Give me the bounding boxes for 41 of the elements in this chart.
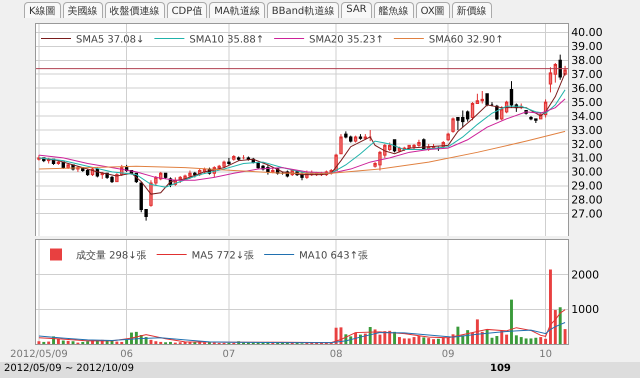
x-tick-label: 07 bbox=[222, 349, 236, 360]
y-tick-label: 27.00 bbox=[571, 208, 603, 221]
text: 美國線 bbox=[62, 2, 103, 18]
y-tick-label: 38.00 bbox=[571, 54, 603, 68]
y-tick-label: 28.00 bbox=[571, 194, 603, 207]
text: 收盤價連線 bbox=[104, 2, 165, 18]
y-tick-label: 2000 bbox=[571, 268, 600, 282]
text: BBand軌道線 bbox=[266, 2, 340, 18]
y-tick-label: 40.00 bbox=[571, 26, 603, 40]
x-tick-label: 10 bbox=[539, 349, 552, 360]
y-tick-label: 31.00 bbox=[571, 152, 603, 165]
text: 艦魚線 bbox=[374, 2, 414, 18]
legend-label: 成交量 298↓張 bbox=[76, 249, 147, 262]
y-tick-label: 39.00 bbox=[571, 40, 603, 54]
legend-label: MA10 643↑張 bbox=[299, 250, 368, 262]
text: SAR bbox=[341, 2, 372, 18]
text: CDP值 bbox=[166, 2, 208, 18]
y-tick-label: 1000 bbox=[571, 303, 600, 316]
y-tick-label: 32.00 bbox=[571, 138, 603, 151]
x-tick-label: 06 bbox=[120, 349, 133, 360]
text: MA軌道線 bbox=[209, 2, 265, 18]
text: 109 bbox=[490, 363, 511, 374]
y-tick-label: 35.00 bbox=[571, 96, 603, 109]
y-tick-label: 33.00 bbox=[571, 124, 603, 137]
y-tick-label: 37.00 bbox=[571, 68, 603, 82]
legend-label: MA5 772↓張 bbox=[192, 250, 254, 262]
y-tick-label: 30.00 bbox=[571, 166, 603, 179]
text: K線圖 bbox=[24, 2, 61, 18]
x-tick-label: 09 bbox=[442, 349, 455, 360]
y-tick-label: 36.00 bbox=[571, 82, 603, 96]
text: 2012/05/09 ~ 2012/10/09 bbox=[4, 363, 134, 374]
x-tick-label: 2012/05/09 bbox=[10, 349, 68, 360]
y-tick-label: 34.00 bbox=[571, 110, 603, 123]
text: OX圖 bbox=[416, 2, 450, 18]
legend-label: SMA60 32.90↑ bbox=[428, 34, 504, 46]
legend-label: SMA5 37.08↓ bbox=[76, 34, 144, 46]
x-tick-label: 08 bbox=[330, 349, 342, 360]
legend-label: SMA20 35.23↑ bbox=[309, 34, 384, 46]
y-tick-label: 29.00 bbox=[571, 180, 603, 193]
text: 新價線 bbox=[452, 2, 492, 18]
legend-label: SMA10 35.88↑ bbox=[189, 34, 264, 46]
